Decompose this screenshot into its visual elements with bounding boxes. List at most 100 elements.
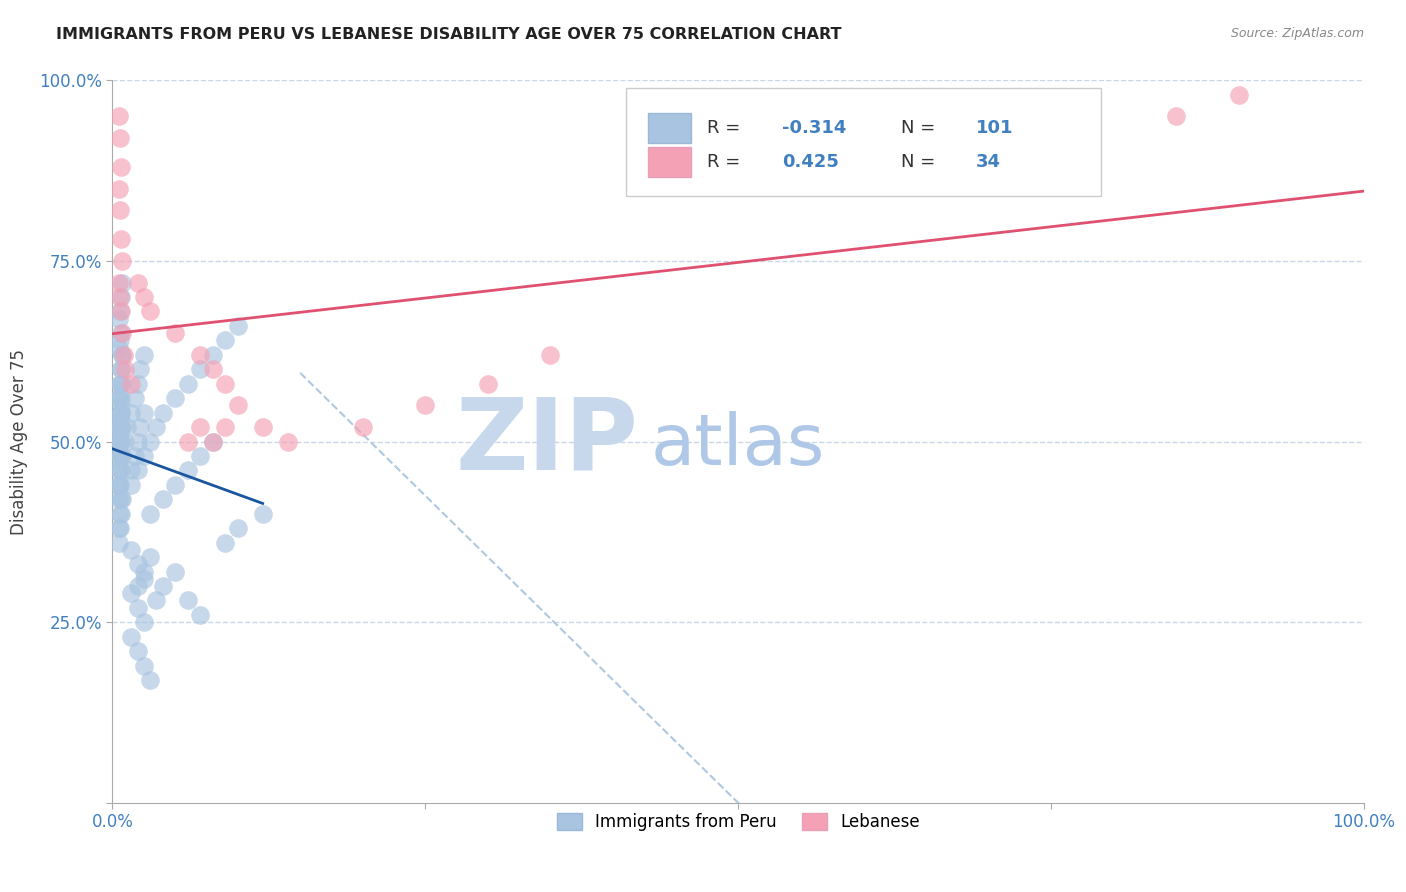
Point [110, 304, 132, 318]
Point [110, 232, 132, 246]
Point [111, 348, 134, 362]
Point [107, 341, 129, 355]
Point [107, 449, 129, 463]
Point [127, 644, 149, 658]
Point [108, 420, 131, 434]
Point [163, 565, 186, 579]
Point [111, 276, 134, 290]
Point [120, 478, 142, 492]
Point [163, 391, 186, 405]
Point [152, 406, 174, 420]
Point [110, 463, 132, 477]
Point [110, 507, 132, 521]
Point [124, 391, 146, 405]
Point [107, 521, 129, 535]
Point [110, 420, 132, 434]
Point [214, 334, 236, 348]
Point [107, 391, 129, 405]
Point [107, 535, 129, 549]
Point [129, 362, 152, 376]
Point [129, 420, 152, 434]
Point [132, 658, 155, 673]
Point [120, 463, 142, 477]
Point [188, 607, 211, 622]
Point [110, 434, 132, 449]
Point [120, 586, 142, 600]
Point [107, 434, 129, 449]
Point [114, 434, 136, 449]
Point [108, 478, 131, 492]
Point [108, 521, 131, 535]
Point [110, 326, 132, 340]
Point [108, 434, 131, 449]
Point [132, 449, 155, 463]
Point [110, 406, 132, 420]
Point [139, 507, 162, 521]
Point [132, 615, 155, 630]
Point [132, 572, 155, 586]
Text: R =: R = [707, 119, 740, 137]
Text: ZIP: ZIP [456, 393, 638, 490]
Text: Source: ZipAtlas.com: Source: ZipAtlas.com [1230, 27, 1364, 40]
Point [226, 318, 249, 333]
Point [112, 348, 135, 362]
Point [110, 398, 132, 412]
Point [188, 362, 211, 376]
Point [117, 420, 139, 434]
Point [107, 478, 129, 492]
Point [132, 565, 155, 579]
Point [201, 434, 224, 449]
Text: IMMIGRANTS FROM PERU VS LEBANESE DISABILITY AGE OVER 75 CORRELATION CHART: IMMIGRANTS FROM PERU VS LEBANESE DISABIL… [56, 27, 842, 42]
Point [152, 579, 174, 593]
Point [127, 434, 149, 449]
Point [108, 376, 131, 391]
Point [132, 290, 155, 304]
Point [176, 434, 198, 449]
Point [124, 449, 146, 463]
Point [277, 434, 299, 449]
Point [108, 449, 131, 463]
Text: -0.314: -0.314 [782, 119, 846, 137]
Point [120, 630, 142, 644]
Point [110, 362, 132, 376]
Point [108, 406, 131, 420]
Point [188, 449, 211, 463]
Point [139, 550, 162, 565]
Point [226, 521, 249, 535]
Point [214, 376, 236, 391]
Point [110, 492, 132, 507]
Point [176, 376, 198, 391]
Point [163, 326, 186, 340]
Point [214, 420, 236, 434]
Point [352, 420, 374, 434]
Point [111, 326, 134, 340]
Point [111, 492, 134, 507]
Point [108, 131, 131, 145]
FancyBboxPatch shape [626, 87, 1101, 196]
Point [107, 391, 129, 405]
Point [108, 463, 131, 477]
Text: 0.425: 0.425 [782, 153, 839, 171]
Legend: Immigrants from Peru, Lebanese: Immigrants from Peru, Lebanese [550, 806, 927, 838]
Point [107, 276, 129, 290]
Point [127, 600, 149, 615]
Point [139, 673, 162, 687]
Point [108, 290, 131, 304]
Point [107, 311, 129, 326]
Point [111, 449, 134, 463]
Point [201, 348, 224, 362]
Point [163, 478, 186, 492]
Point [108, 334, 131, 348]
Point [108, 376, 131, 391]
Point [1227, 87, 1250, 102]
Point [139, 304, 162, 318]
Text: N =: N = [901, 119, 935, 137]
Point [120, 406, 142, 420]
Point [176, 593, 198, 607]
Y-axis label: Disability Age Over 75: Disability Age Over 75 [10, 349, 28, 534]
Point [127, 276, 149, 290]
Point [120, 542, 142, 557]
Point [114, 362, 136, 376]
Point [108, 203, 131, 218]
Point [188, 420, 211, 434]
